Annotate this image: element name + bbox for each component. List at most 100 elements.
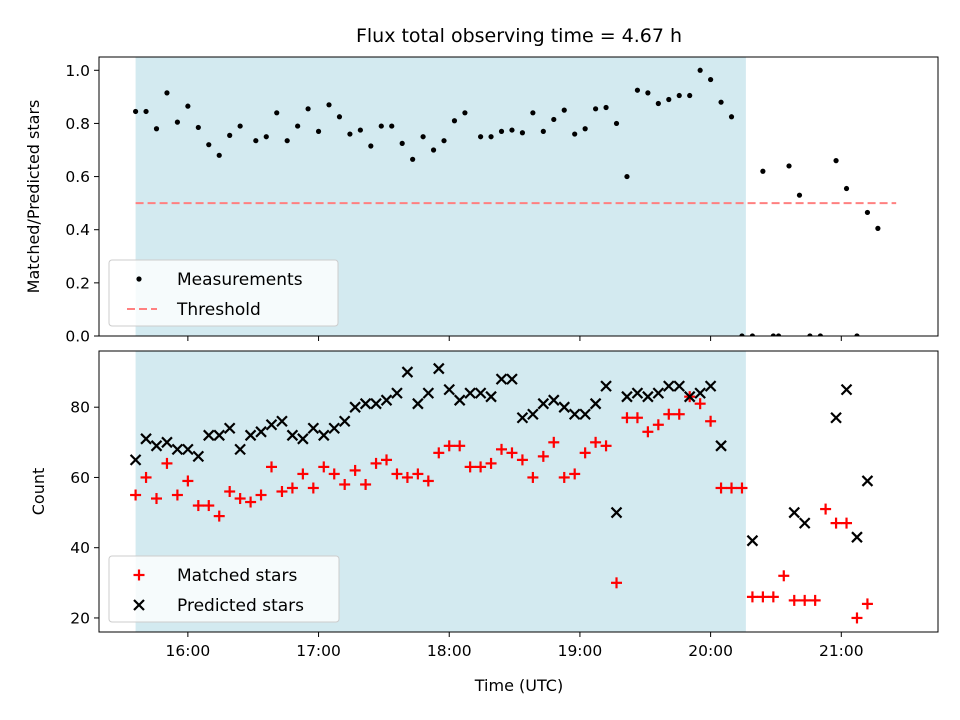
data-point [527,471,539,483]
data-point [401,366,414,378]
data-point [349,401,361,413]
data-point [506,373,518,385]
data-point [613,120,620,127]
data-point [778,570,790,582]
data-point [590,436,602,448]
plot-area [129,362,874,624]
data-point [704,380,717,392]
data-point [603,104,609,111]
data-point [843,185,850,192]
data-point [295,123,301,129]
data-point [746,591,758,603]
data-point [216,152,222,158]
data-point [687,92,693,99]
data-point [663,380,675,392]
legend-label: Matched stars [177,566,297,586]
data-point [739,333,745,336]
data-point [582,126,588,132]
data-point [182,475,194,487]
y-axis-label: Matched/Predicted stars [24,100,43,294]
data-point [676,92,682,99]
data-point [234,443,246,456]
series-predicted-stars [129,362,874,547]
data-point [854,333,860,336]
data-point [161,436,173,449]
data-point [266,461,278,473]
data-point [796,192,803,198]
data-point [357,127,363,133]
data-point [192,450,205,463]
data-point [833,158,839,164]
data-point [284,138,290,144]
data-point [830,411,842,424]
data-point [132,108,139,115]
data-point [443,383,456,396]
x-tick-label: 20:00 [688,642,733,660]
data-point [328,468,340,480]
data-point [297,433,309,445]
data-point [478,134,484,140]
data-point [223,422,236,435]
data-point [182,443,194,456]
data-point [153,126,160,132]
data-point [328,422,341,435]
data-point [495,373,508,385]
data-point [370,457,382,469]
data-point [673,408,685,420]
data-point [255,489,267,501]
data-point [569,468,581,480]
data-point [412,397,424,410]
data-point [399,140,405,146]
ratio-panel: 0.0 0.2 0.4 0.6 0.8 1.0 Matched/Predicted star… [24,56,939,346]
data-point [851,531,863,543]
data-point [718,99,724,105]
data-point [673,380,686,392]
data-point [274,110,280,116]
data-point [307,482,319,494]
data-point [579,447,591,459]
data-point [202,429,215,442]
data-point [488,134,494,140]
data-point [726,482,738,494]
legend-box [108,259,339,327]
data-point [224,486,236,497]
y-tick-label: 40 [70,539,90,557]
x-axis-label: Time (UTC) [474,676,563,695]
legend-marker [133,599,145,611]
data-point [276,486,288,497]
data-point [631,412,643,424]
data-point [527,408,539,421]
data-point [430,147,437,153]
data-point [568,408,581,421]
data-point [708,76,714,83]
data-point [263,134,269,140]
data-point [171,443,184,456]
data-point [715,482,727,494]
data-point [788,506,801,519]
data-point [610,506,623,519]
data-point [305,106,311,112]
data-point [561,107,567,113]
x-tick-label: 21:00 [819,642,864,660]
data-point [227,132,233,138]
data-point [318,461,330,473]
legend: Measurements Threshold [108,259,339,327]
data-point [506,447,518,459]
y-tick-label: 60 [70,469,90,487]
data-point [265,418,278,431]
data-point [174,119,181,125]
y-tick-label: 80 [70,399,90,417]
data-point [410,156,416,162]
data-point [558,471,570,483]
data-point [129,454,142,466]
data-point [757,591,769,603]
data-point [130,489,142,501]
data-point [381,454,393,466]
data-point [389,123,395,129]
data-point [530,110,536,116]
data-point [519,130,526,136]
data-point [454,440,466,452]
data-point [770,333,776,336]
series-matched-stars [130,391,873,624]
y-tick-label: 0.2 [65,274,90,292]
